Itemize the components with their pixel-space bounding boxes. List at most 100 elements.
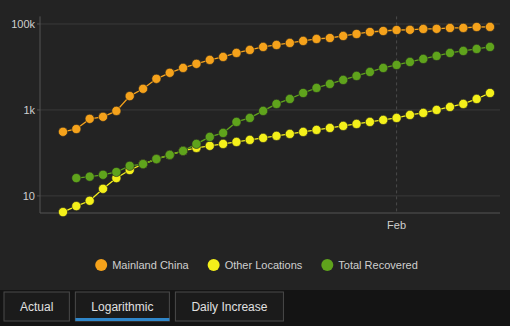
series-point bbox=[232, 117, 241, 126]
legend-swatch bbox=[208, 259, 220, 271]
series-point bbox=[152, 154, 161, 163]
series-point bbox=[152, 74, 161, 83]
series-line bbox=[63, 93, 490, 212]
series-point bbox=[325, 33, 334, 42]
series-point bbox=[272, 40, 281, 49]
series-point bbox=[85, 114, 94, 123]
series-point bbox=[98, 170, 107, 179]
series-point bbox=[445, 23, 454, 32]
y-grid-line bbox=[40, 23, 500, 24]
series-point bbox=[405, 110, 414, 119]
series-point bbox=[419, 54, 428, 63]
series-point bbox=[58, 207, 67, 216]
series-point bbox=[72, 201, 81, 210]
series-point bbox=[205, 141, 214, 150]
series-point bbox=[339, 75, 348, 84]
series-point bbox=[419, 108, 428, 117]
tab-box[interactable] bbox=[75, 292, 169, 321]
series-point bbox=[472, 44, 481, 53]
series-point bbox=[125, 91, 134, 100]
series-point bbox=[165, 150, 174, 159]
series-point bbox=[112, 106, 121, 115]
y-axis-line bbox=[40, 16, 41, 213]
series-point bbox=[178, 146, 187, 155]
series-point bbox=[285, 38, 294, 47]
series-point bbox=[285, 94, 294, 103]
series-point bbox=[178, 146, 187, 155]
series-point bbox=[325, 79, 334, 88]
legend-swatch bbox=[321, 259, 333, 271]
series-point bbox=[272, 99, 281, 108]
series-point bbox=[405, 25, 414, 34]
series-point bbox=[312, 125, 321, 134]
series-point bbox=[299, 88, 308, 97]
series-point bbox=[152, 154, 161, 163]
series-point bbox=[138, 159, 147, 168]
series-point bbox=[472, 94, 481, 103]
tab-bar bbox=[0, 290, 510, 326]
series-point bbox=[325, 123, 334, 132]
series-point bbox=[432, 51, 441, 60]
series-point bbox=[379, 63, 388, 72]
tab-box[interactable] bbox=[175, 292, 283, 321]
series-point bbox=[365, 27, 374, 36]
legend-label: Other Locations bbox=[225, 259, 303, 271]
series-point bbox=[339, 31, 348, 40]
series-point bbox=[299, 36, 308, 45]
series-point bbox=[339, 121, 348, 130]
tab-box[interactable] bbox=[4, 292, 69, 321]
series-point bbox=[352, 119, 361, 128]
series-point bbox=[245, 45, 254, 54]
series-point bbox=[138, 159, 147, 168]
series-point bbox=[459, 99, 468, 108]
tab-label[interactable]: Daily Increase bbox=[191, 300, 267, 314]
tab-label[interactable]: Actual bbox=[20, 300, 53, 314]
series-point bbox=[192, 139, 201, 148]
tab[interactable]: Daily Increase bbox=[175, 292, 283, 321]
series-point bbox=[112, 167, 121, 176]
plot-marks bbox=[58, 22, 494, 216]
y-grid-line bbox=[40, 195, 500, 196]
series-point bbox=[72, 173, 81, 182]
series-point bbox=[72, 124, 81, 133]
series-point bbox=[232, 137, 241, 146]
background bbox=[0, 0, 510, 326]
active-tab-indicator bbox=[75, 318, 169, 321]
tab-label[interactable]: Logarithmic bbox=[91, 300, 153, 314]
series-point bbox=[192, 59, 201, 68]
series-point bbox=[379, 26, 388, 35]
series-point bbox=[485, 42, 494, 51]
series-point bbox=[138, 84, 147, 93]
series-point bbox=[85, 196, 94, 205]
series-line bbox=[76, 47, 490, 178]
series-point bbox=[392, 60, 401, 69]
series-point bbox=[98, 184, 107, 193]
series-point bbox=[85, 172, 94, 181]
series-point bbox=[432, 24, 441, 33]
series-point bbox=[405, 57, 414, 66]
series-point bbox=[472, 22, 481, 31]
legend-label: Total Recovered bbox=[338, 259, 418, 271]
series-point bbox=[352, 29, 361, 38]
series-point bbox=[352, 71, 361, 80]
y-tick-label: 1k bbox=[23, 104, 35, 116]
series-point bbox=[392, 25, 401, 34]
legend-label: Mainland China bbox=[112, 259, 189, 271]
series-point bbox=[419, 24, 428, 33]
series-point bbox=[459, 23, 468, 32]
series-point bbox=[432, 105, 441, 114]
y-grid-line bbox=[40, 109, 500, 110]
series-point bbox=[379, 115, 388, 124]
x-axis-line bbox=[40, 213, 500, 214]
x-tick-label: Feb bbox=[387, 219, 406, 231]
series-point bbox=[485, 88, 494, 97]
series-point bbox=[165, 150, 174, 159]
y-tick-label: 100k bbox=[11, 18, 35, 30]
series-point bbox=[445, 102, 454, 111]
tab[interactable]: Actual bbox=[4, 292, 69, 321]
series-point bbox=[259, 133, 268, 142]
tab[interactable]: Logarithmic bbox=[75, 292, 169, 321]
series-point bbox=[392, 113, 401, 122]
series-point bbox=[219, 128, 228, 137]
legend: Mainland China Other Locations Total Recov… bbox=[95, 259, 418, 271]
